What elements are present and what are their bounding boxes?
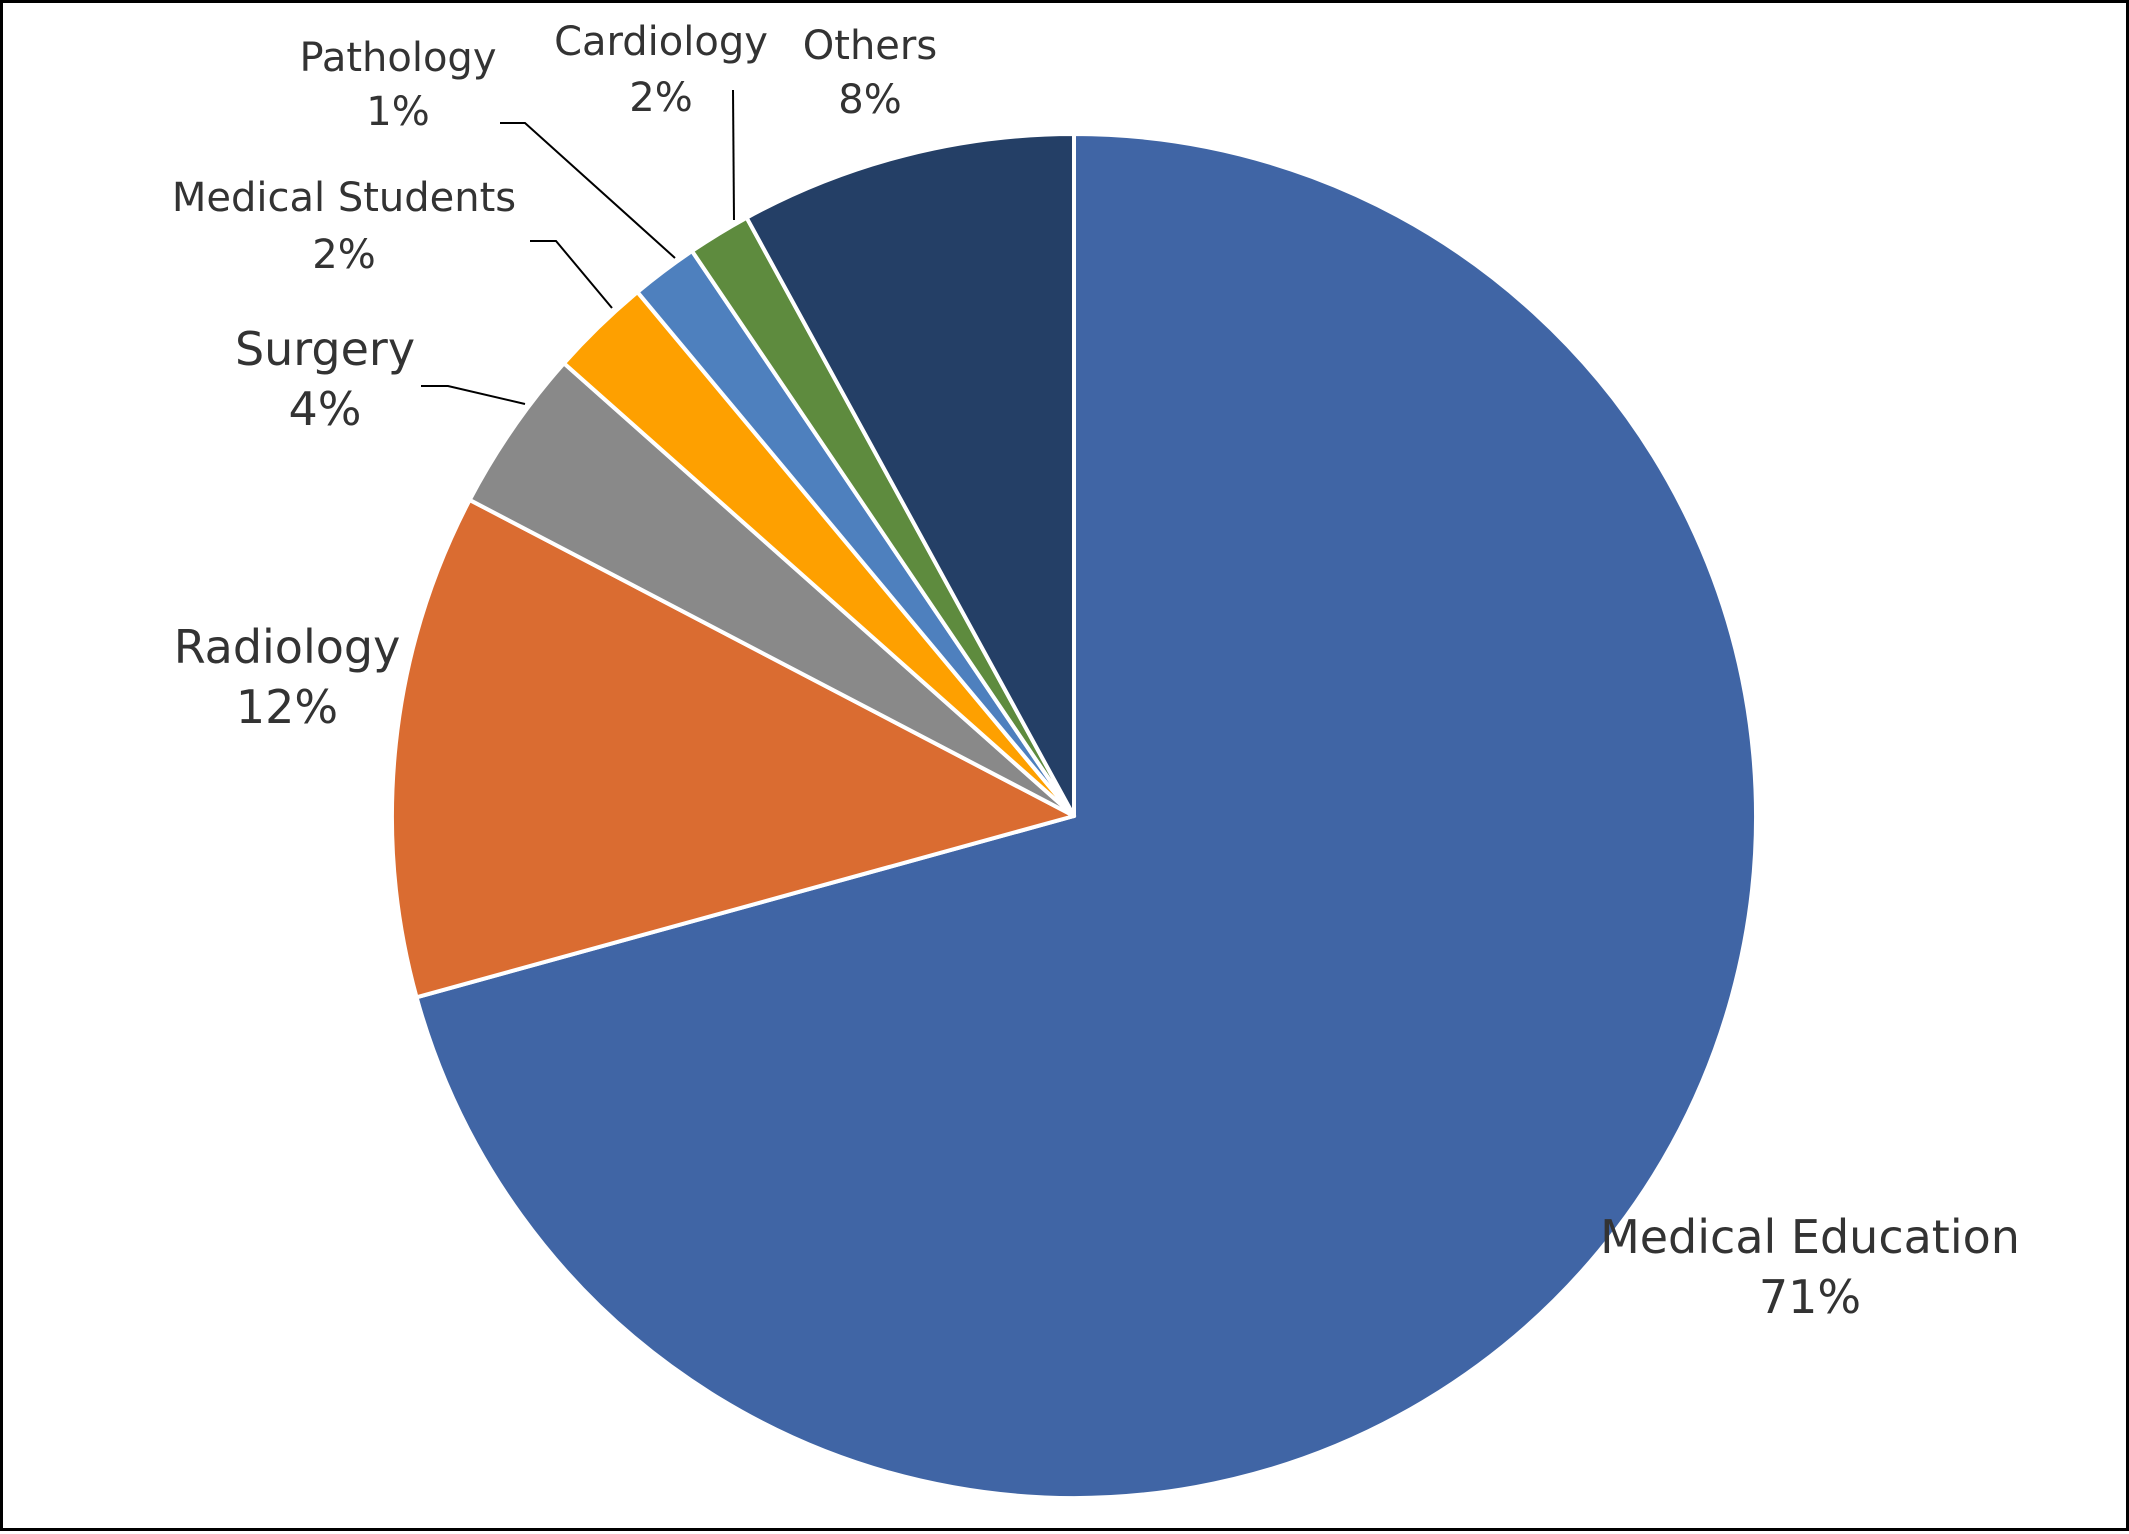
slice-label-radiology: Radiology: [174, 620, 401, 674]
pie-slice-radiology: [390, 497, 1076, 1000]
slice-value-medical-education: 71%: [1759, 1270, 1861, 1324]
pie-chart: Medical Education 71% Radiology 12% Surgery 4…: [172, 19, 2020, 1500]
leader-line-cardiology: [732, 89, 735, 221]
slice-label-pathology: Pathology: [300, 35, 497, 81]
slice-label-others: Others: [803, 23, 937, 69]
slice-labels: Medical Education 71% Radiology 12% Surgery 4…: [172, 19, 2020, 1324]
leader-line-pathology: [500, 122, 676, 259]
slice-value-radiology: 12%: [236, 680, 338, 734]
slice-value-medical-students: 2%: [312, 232, 375, 278]
pie-slices: [390, 132, 1758, 1500]
pie-slice-medical-education: [414, 132, 1758, 1500]
leader-line-surgery: [421, 385, 526, 405]
leader-lines: [421, 89, 735, 405]
slice-value-surgery: 4%: [289, 382, 362, 436]
slice-label-medical-students: Medical Students: [172, 175, 516, 221]
pie-slice-others: [744, 132, 1076, 818]
slice-value-cardiology: 2%: [629, 75, 692, 121]
leader-line-medical-students: [530, 240, 613, 309]
slice-label-medical-education: Medical Education: [1600, 1210, 2020, 1264]
slice-value-others: 8%: [838, 77, 901, 123]
slice-label-surgery: Surgery: [235, 322, 415, 376]
slice-value-pathology: 1%: [366, 89, 429, 135]
slice-label-cardiology: Cardiology: [554, 19, 768, 65]
